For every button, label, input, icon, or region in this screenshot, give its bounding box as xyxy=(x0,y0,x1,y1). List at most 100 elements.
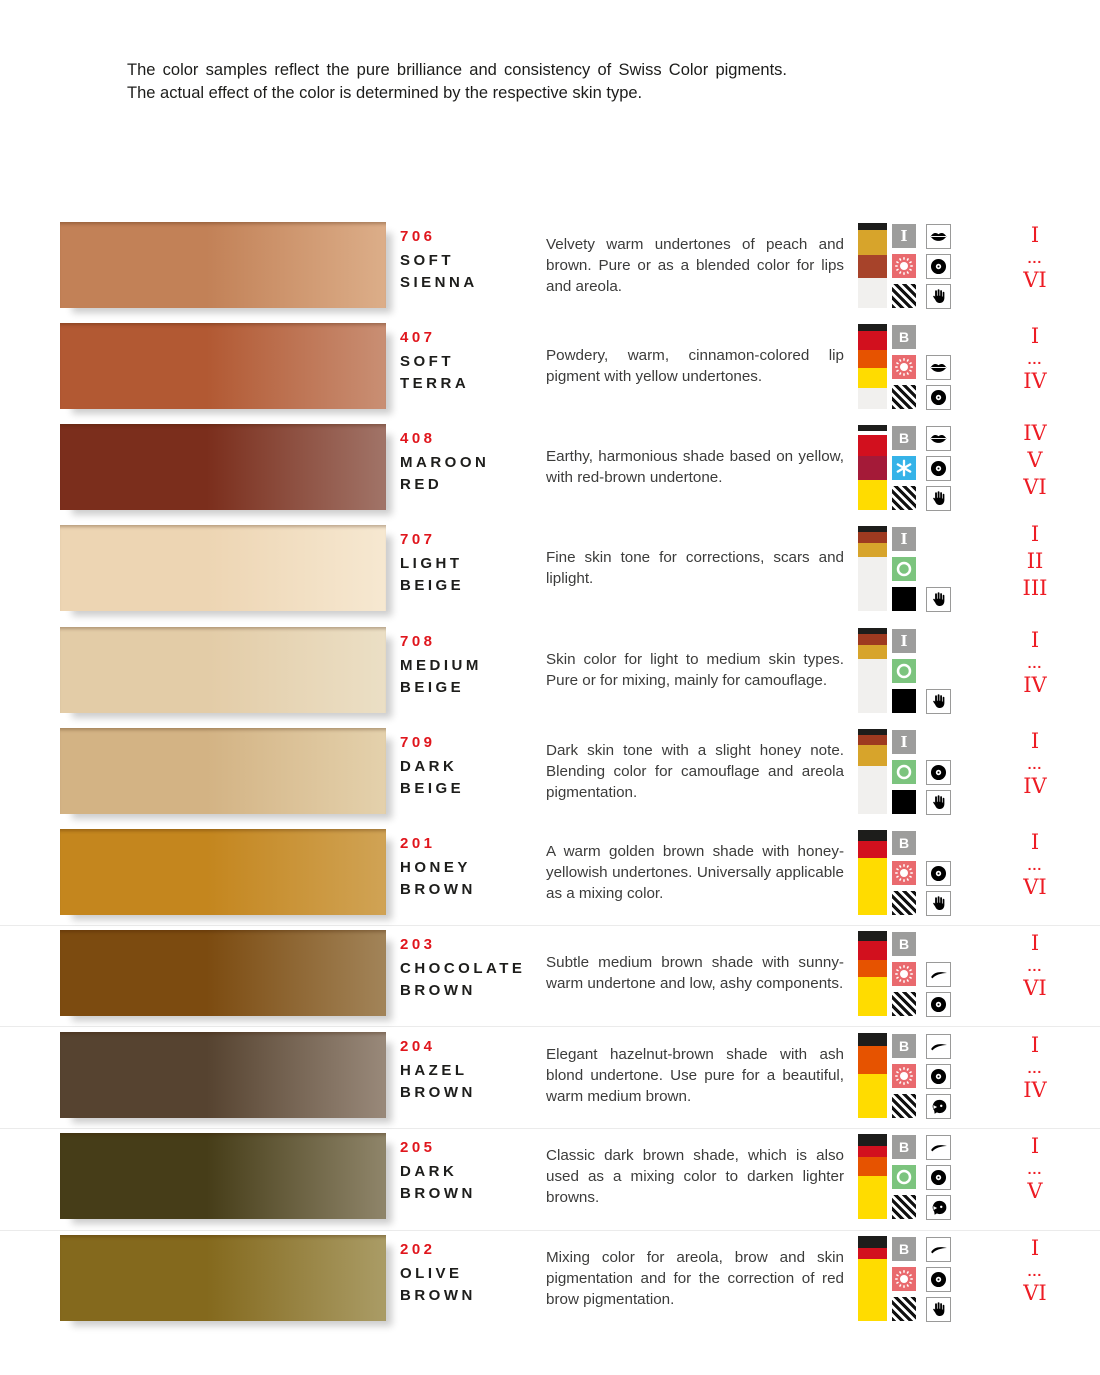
pigment-composition-bar xyxy=(858,628,887,713)
property-badges: I xyxy=(892,527,916,611)
hand-icon xyxy=(926,284,951,309)
stripes-icon xyxy=(892,385,916,409)
intro-text: The color samples reflect the pure brill… xyxy=(127,60,787,103)
composition-segment xyxy=(858,633,887,645)
pigment-description: A warm golden brown shade with honey-yel… xyxy=(546,842,844,902)
property-badges: B xyxy=(892,831,916,915)
pigment-name: DARK BEIGE xyxy=(400,758,465,797)
badge-b-icon: B xyxy=(892,426,916,450)
pigment-name: LIGHT BEIGE xyxy=(400,555,465,594)
skin-type-numeral: ... xyxy=(1027,1060,1043,1076)
skin-type-numeral: ... xyxy=(1027,655,1043,671)
skin-type-numeral: VI xyxy=(1023,976,1047,1000)
composition-segment xyxy=(858,1073,887,1118)
pigment-row: 202 OLIVE BROWN Mixing color for areola, br… xyxy=(0,1235,1100,1323)
pigment-composition-bar xyxy=(858,526,887,611)
skin-type-numeral: V xyxy=(1027,447,1043,472)
skin-type-numeral: ... xyxy=(1027,1263,1043,1279)
skin-type-range: I... IV xyxy=(1000,303,1070,415)
color-swatch xyxy=(60,930,386,1016)
description-container: Mixing color for areola, brow and skin p… xyxy=(546,1235,844,1321)
sun-icon xyxy=(892,861,916,885)
composition-segment xyxy=(858,278,887,308)
pigment-description: Classic dark brown shade, which is also … xyxy=(546,1146,844,1206)
skin-type-numeral: II xyxy=(1026,548,1044,573)
description-container: Earthy, harmonious shade based on yellow… xyxy=(546,424,844,510)
pigment-code: 202 xyxy=(400,1241,436,1258)
skin-type-range: I... IV xyxy=(1000,1012,1070,1124)
sun-icon xyxy=(892,1267,916,1291)
composition-segment xyxy=(858,941,887,960)
property-badges: B xyxy=(892,426,916,510)
composition-segment xyxy=(858,430,887,436)
color-swatch xyxy=(60,323,386,409)
eyebrow-icon xyxy=(926,1237,951,1262)
areola-icon xyxy=(926,254,951,279)
composition-segment xyxy=(858,1236,887,1248)
pigment-description: Velvety warm undertones of peach and bro… xyxy=(546,235,844,295)
color-swatch xyxy=(60,1032,386,1118)
areola-icon xyxy=(926,1064,951,1089)
areola-icon xyxy=(926,760,951,785)
skin-type-numeral: I xyxy=(1030,729,1040,753)
skin-type-numeral: IV xyxy=(1023,774,1047,798)
pigment-code: 203 xyxy=(400,936,436,953)
composition-segment xyxy=(858,455,887,481)
stripes-icon xyxy=(892,284,916,308)
skin-type-numeral: I xyxy=(1030,324,1040,348)
pigment-name: OLIVE BROWN xyxy=(400,1265,476,1304)
pigment-row: 204 HAZEL BROWN Elegant hazelnut-brown shad… xyxy=(0,1032,1100,1120)
skin-type-range: I... IV xyxy=(1000,708,1070,820)
badge-i-icon: I xyxy=(892,224,916,248)
eyebrow-icon xyxy=(926,1034,951,1059)
pigment-description: Dark skin tone with a slight honey note.… xyxy=(546,741,844,801)
pigment-name: HONEY BROWN xyxy=(400,859,476,898)
description-container: Subtle medium brown shade with sunny-war… xyxy=(546,930,844,1016)
property-badges: B xyxy=(892,932,916,1016)
property-badges: I xyxy=(892,730,916,814)
pigment-description: Powdery, warm, cinnamon-colored lip pigm… xyxy=(546,347,844,385)
skin-type-numeral: IV xyxy=(1023,420,1047,445)
pigment-composition-bar xyxy=(858,1134,887,1219)
application-area-icons xyxy=(926,426,951,511)
pigment-row: 205 DARK BROWN Classic dark brown shade, wh… xyxy=(0,1133,1100,1221)
skin-type-numeral: VI xyxy=(1023,474,1047,499)
property-badges: B xyxy=(892,1034,916,1118)
composition-segment xyxy=(858,729,887,735)
badge-b-icon: B xyxy=(892,831,916,855)
color-swatch xyxy=(60,1133,386,1219)
snowflake-icon xyxy=(892,456,916,480)
skin-type-numeral: VI xyxy=(1023,875,1047,899)
skin-type-numeral: ... xyxy=(1027,1161,1043,1177)
badge-b-icon: B xyxy=(892,1135,916,1159)
pigment-name: CHOCOLATE BROWN xyxy=(400,960,526,999)
black-icon xyxy=(892,587,916,611)
application-area-icons xyxy=(926,932,951,1017)
color-swatch xyxy=(60,1235,386,1321)
color-swatch xyxy=(60,424,386,510)
eyebrow-icon xyxy=(926,962,951,987)
pigment-description: Subtle medium brown shade with sunny-war… xyxy=(546,954,844,992)
ring-icon xyxy=(892,659,916,683)
composition-segment xyxy=(858,543,887,557)
description-container: Skin color for light to medium skin type… xyxy=(546,627,844,713)
composition-segment xyxy=(858,1134,887,1146)
head-icon xyxy=(926,1094,951,1119)
composition-segment xyxy=(858,480,887,511)
application-area-icons xyxy=(926,1135,951,1220)
skin-type-range: I... VI xyxy=(1000,1215,1070,1327)
black-icon xyxy=(892,790,916,814)
pigment-row: 709 DARK BEIGE Dark skin tone with a slight… xyxy=(0,728,1100,816)
skin-type-numeral: I xyxy=(1030,628,1040,652)
pigment-code: 708 xyxy=(400,633,436,650)
pigment-code: 201 xyxy=(400,835,436,852)
stripes-icon xyxy=(892,891,916,915)
composition-segment xyxy=(858,858,887,915)
pigment-description: Skin color for light to medium skin type… xyxy=(546,651,844,689)
sun-icon xyxy=(892,254,916,278)
skin-type-numeral: VI xyxy=(1023,1281,1047,1305)
composition-segment xyxy=(858,959,887,977)
skin-type-numeral: IV xyxy=(1023,369,1047,393)
badge-b-icon: B xyxy=(892,932,916,956)
skin-type-numeral: ... xyxy=(1027,857,1043,873)
